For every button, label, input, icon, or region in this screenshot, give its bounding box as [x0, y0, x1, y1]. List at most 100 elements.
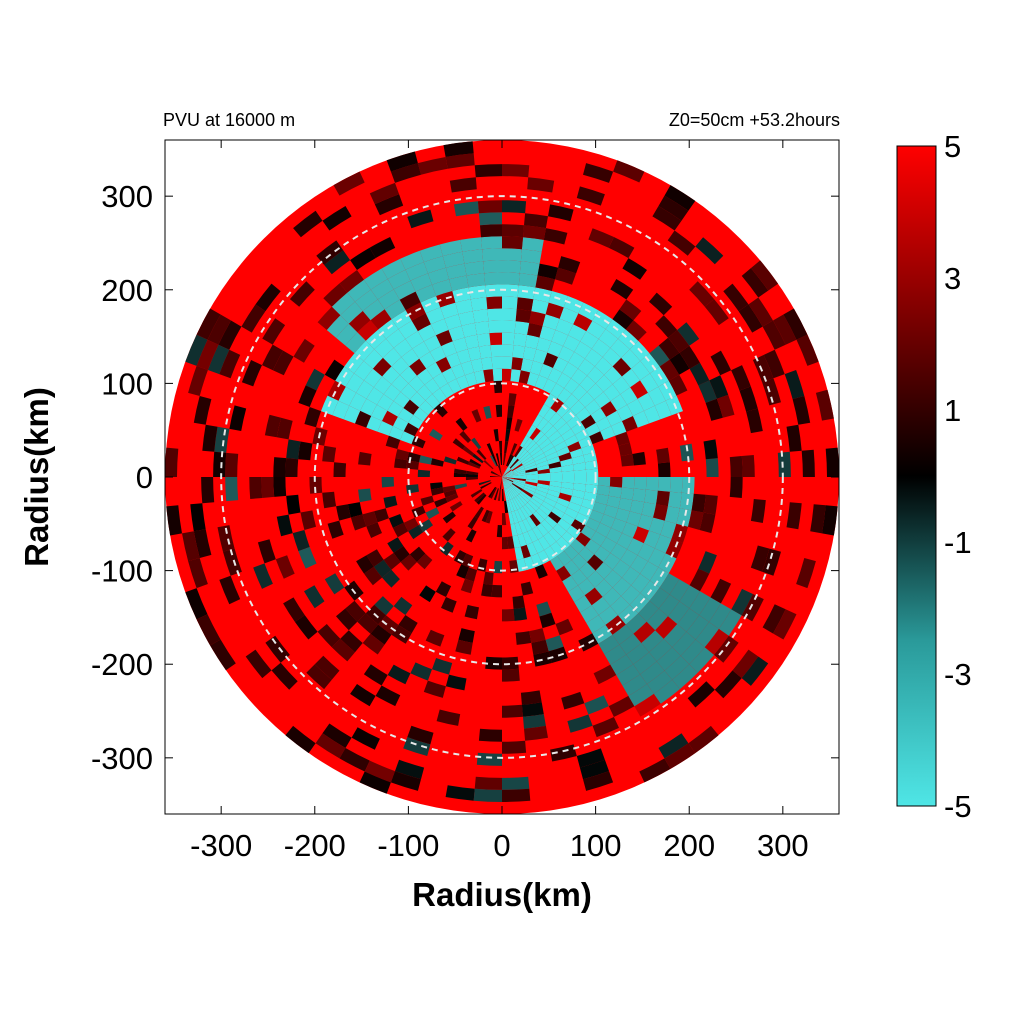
field-cell [498, 465, 502, 477]
field-cell [477, 200, 502, 214]
field-cell [502, 467, 511, 477]
field-cell [689, 568, 710, 592]
field-cell [489, 332, 502, 346]
field-cell [479, 345, 492, 359]
field-cell [387, 269, 411, 290]
field-cell [741, 656, 769, 686]
field-cell [383, 495, 398, 509]
field-cell [527, 443, 539, 454]
field-cell [486, 443, 494, 456]
field-cell [604, 569, 622, 588]
y-axis-ticks: 300 200 100 0 -100 -200 -300 [91, 179, 839, 776]
field-cell [519, 261, 540, 276]
colorbar-tick-label: 3 [944, 261, 961, 296]
field-cell [241, 304, 266, 333]
field-cell [615, 508, 630, 523]
colorbar-tick-label: -3 [944, 657, 972, 692]
field-cell [467, 516, 478, 530]
field-cell [272, 350, 294, 376]
field-cell [506, 454, 513, 467]
field-cell [366, 549, 384, 567]
field-cell [512, 481, 525, 488]
field-cell [403, 399, 419, 415]
field-cell [513, 468, 526, 474]
field-cell [363, 268, 388, 290]
field-cell [549, 466, 562, 473]
field-cell [535, 275, 555, 291]
field-cell [387, 537, 404, 553]
field-cell [553, 417, 567, 431]
field-cell [632, 451, 646, 466]
field-cell [540, 421, 554, 435]
field-cell [644, 489, 658, 505]
field-cell [658, 733, 689, 759]
field-cell [531, 495, 544, 505]
field-cell [276, 514, 293, 537]
field-cell [672, 631, 696, 656]
field-cell [592, 501, 607, 514]
field-cell [710, 578, 732, 604]
field-cell [390, 163, 421, 183]
field-cell [577, 578, 595, 596]
field-cell [568, 324, 587, 342]
field-cell [504, 441, 509, 454]
field-cell [534, 456, 548, 465]
colorbar-tick-label: -1 [944, 525, 972, 560]
field-cell [411, 505, 426, 518]
field-cell [505, 488, 511, 501]
field-cell [532, 526, 544, 540]
field-cell [502, 477, 510, 487]
field-cell [580, 331, 599, 349]
field-cell [660, 520, 677, 539]
field-cell [502, 704, 523, 718]
field-cell [359, 771, 391, 794]
field-cell [474, 776, 502, 790]
field-cell [750, 545, 770, 572]
field-cell [557, 518, 571, 532]
field-cell [531, 299, 549, 315]
field-cell [548, 412, 562, 426]
field-cell [533, 349, 548, 364]
field-cell [478, 728, 502, 742]
field-cell [656, 447, 670, 464]
field-cell [669, 477, 683, 493]
field-cell [796, 334, 819, 366]
field-cell [645, 477, 659, 491]
field-cell [502, 473, 514, 477]
field-cell [542, 378, 557, 394]
x-tick-label: 0 [493, 828, 510, 863]
field-cell [505, 429, 511, 442]
field-cell [483, 369, 494, 383]
field-cell [556, 372, 571, 389]
field-cell [419, 585, 436, 603]
field-cell [532, 414, 544, 428]
field-cell [193, 529, 212, 558]
field-cell [472, 309, 489, 323]
field-cell [611, 518, 627, 533]
field-cell [512, 535, 521, 549]
field-cell [641, 630, 664, 653]
field-cell [384, 299, 406, 320]
field-cell [502, 467, 510, 477]
field-cell [600, 514, 616, 528]
field-cell [182, 531, 200, 562]
field-cell [469, 458, 482, 467]
field-cell [502, 477, 511, 487]
field-cell [461, 553, 474, 568]
x-tick-label: -100 [377, 828, 439, 863]
field-cell [594, 391, 611, 408]
field-cell [400, 431, 415, 445]
field-cell [460, 360, 474, 376]
field-cell [542, 314, 560, 330]
field-cell [453, 201, 479, 217]
x-axis-ticks: -300 -200 -100 0 100 200 300 [190, 140, 809, 863]
field-cell [732, 649, 759, 679]
field-cell [543, 408, 557, 422]
field-cell [612, 309, 634, 330]
field-cell [695, 237, 724, 265]
field-cell [393, 280, 416, 300]
field-cell [520, 358, 534, 373]
field-cell [327, 380, 346, 401]
field-cell [502, 466, 509, 477]
field-cell [545, 635, 564, 652]
